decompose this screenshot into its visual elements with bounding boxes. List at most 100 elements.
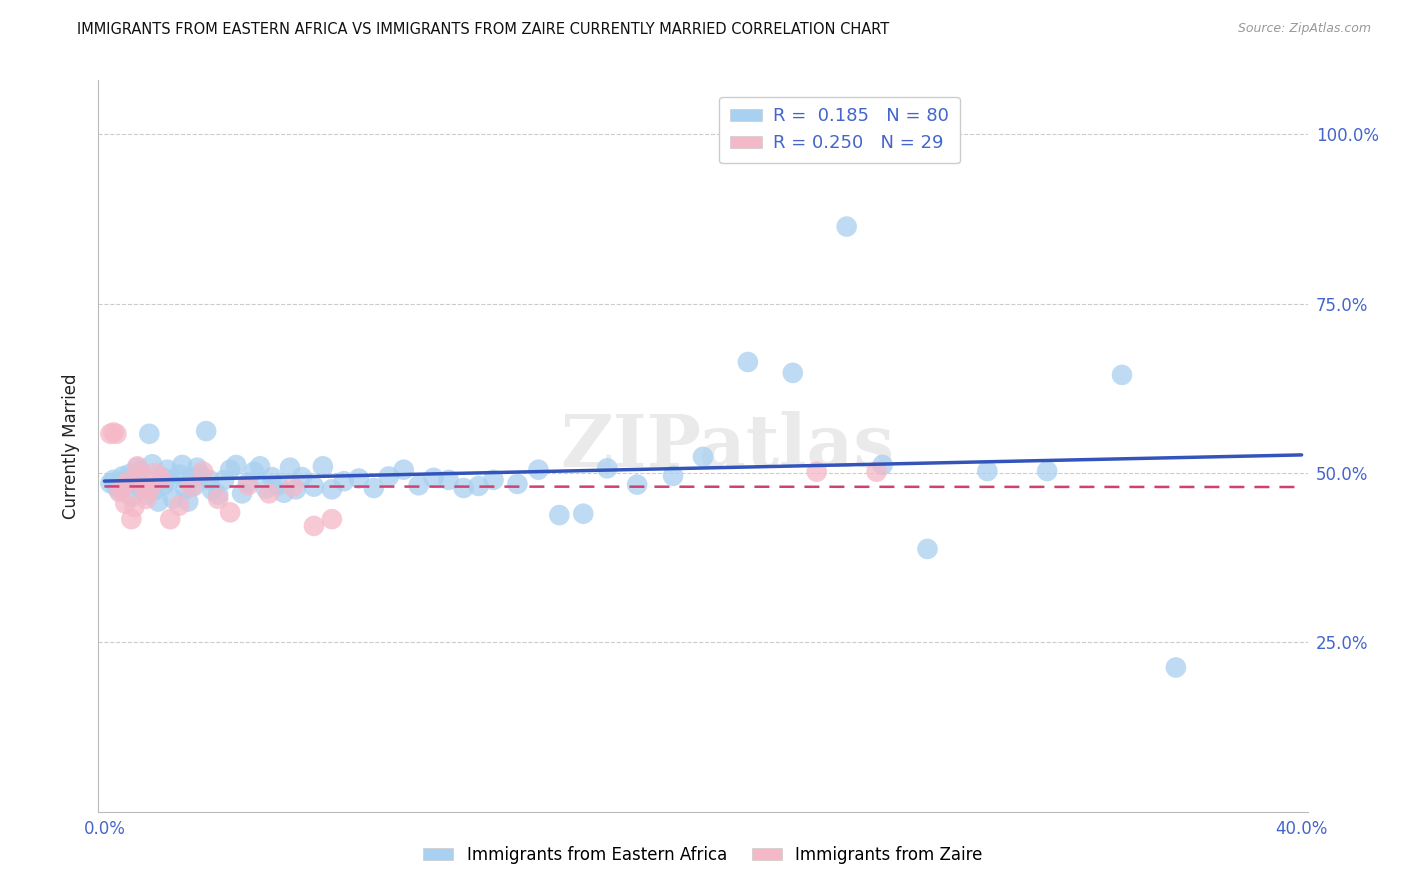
Point xyxy=(626,477,648,491)
Point xyxy=(124,471,146,485)
Point xyxy=(177,494,200,508)
Point xyxy=(219,463,242,477)
Point xyxy=(120,490,142,504)
Point xyxy=(835,219,858,234)
Point xyxy=(138,483,160,497)
Point xyxy=(363,481,385,495)
Point xyxy=(207,488,229,502)
Point xyxy=(596,461,619,475)
Point xyxy=(260,470,283,484)
Point xyxy=(153,477,176,491)
Point xyxy=(278,460,301,475)
Point xyxy=(225,458,247,472)
Point xyxy=(105,426,128,441)
Point xyxy=(219,505,242,519)
Point xyxy=(782,366,804,380)
Point xyxy=(198,473,221,487)
Point xyxy=(129,464,152,478)
Point xyxy=(103,473,125,487)
Point xyxy=(267,478,290,492)
Point xyxy=(180,471,202,485)
Point xyxy=(243,465,266,479)
Point xyxy=(117,467,139,482)
Point xyxy=(108,483,131,497)
Point xyxy=(127,459,149,474)
Point xyxy=(143,483,166,497)
Point xyxy=(100,426,122,441)
Point xyxy=(692,450,714,464)
Point xyxy=(186,460,208,475)
Point xyxy=(150,471,173,485)
Legend: R =  0.185   N = 80, R = 0.250   N = 29: R = 0.185 N = 80, R = 0.250 N = 29 xyxy=(718,96,960,163)
Point xyxy=(138,426,160,441)
Point xyxy=(572,507,595,521)
Point xyxy=(333,474,356,488)
Point xyxy=(207,491,229,506)
Point xyxy=(302,480,325,494)
Point xyxy=(167,499,190,513)
Point xyxy=(917,541,939,556)
Point xyxy=(284,483,307,497)
Point xyxy=(527,463,550,477)
Point xyxy=(141,458,163,472)
Point xyxy=(172,458,194,472)
Point xyxy=(180,480,202,494)
Point xyxy=(114,474,136,488)
Point xyxy=(183,479,205,493)
Point xyxy=(1164,660,1187,674)
Point xyxy=(377,469,399,483)
Point xyxy=(120,512,142,526)
Point xyxy=(236,478,259,492)
Point xyxy=(321,512,343,526)
Point xyxy=(159,512,181,526)
Point xyxy=(195,424,218,438)
Point xyxy=(291,470,314,484)
Point xyxy=(167,467,190,482)
Point xyxy=(129,467,152,482)
Point xyxy=(257,486,280,500)
Point xyxy=(312,459,335,474)
Point xyxy=(437,473,460,487)
Point xyxy=(201,483,224,497)
Point xyxy=(976,464,998,478)
Point xyxy=(135,488,157,502)
Point xyxy=(865,465,887,479)
Legend: Immigrants from Eastern Africa, Immigrants from Zaire: Immigrants from Eastern Africa, Immigran… xyxy=(416,839,990,871)
Point xyxy=(273,485,295,500)
Point xyxy=(108,485,131,500)
Point xyxy=(1111,368,1133,382)
Point xyxy=(111,469,134,483)
Point xyxy=(162,491,184,506)
Point xyxy=(347,471,370,485)
Point xyxy=(114,497,136,511)
Point xyxy=(188,467,211,482)
Point xyxy=(111,481,134,495)
Point xyxy=(872,458,894,472)
Point xyxy=(105,480,128,494)
Point xyxy=(662,468,685,483)
Point xyxy=(281,480,304,494)
Point xyxy=(321,483,343,497)
Point xyxy=(453,481,475,495)
Point xyxy=(193,465,215,479)
Text: Source: ZipAtlas.com: Source: ZipAtlas.com xyxy=(1237,22,1371,36)
Point xyxy=(408,478,430,492)
Point xyxy=(143,466,166,480)
Point xyxy=(1036,464,1059,478)
Point xyxy=(302,519,325,533)
Point xyxy=(156,463,179,477)
Point xyxy=(737,355,759,369)
Point xyxy=(148,494,170,508)
Point xyxy=(249,459,271,474)
Point xyxy=(150,469,173,483)
Point xyxy=(132,477,155,491)
Point xyxy=(548,508,571,522)
Point xyxy=(103,425,125,440)
Point xyxy=(100,476,122,491)
Point xyxy=(506,477,529,491)
Point xyxy=(231,486,253,500)
Point xyxy=(236,475,259,490)
Text: ZIPatlas: ZIPatlas xyxy=(560,410,894,482)
Point xyxy=(117,474,139,488)
Point xyxy=(392,463,415,477)
